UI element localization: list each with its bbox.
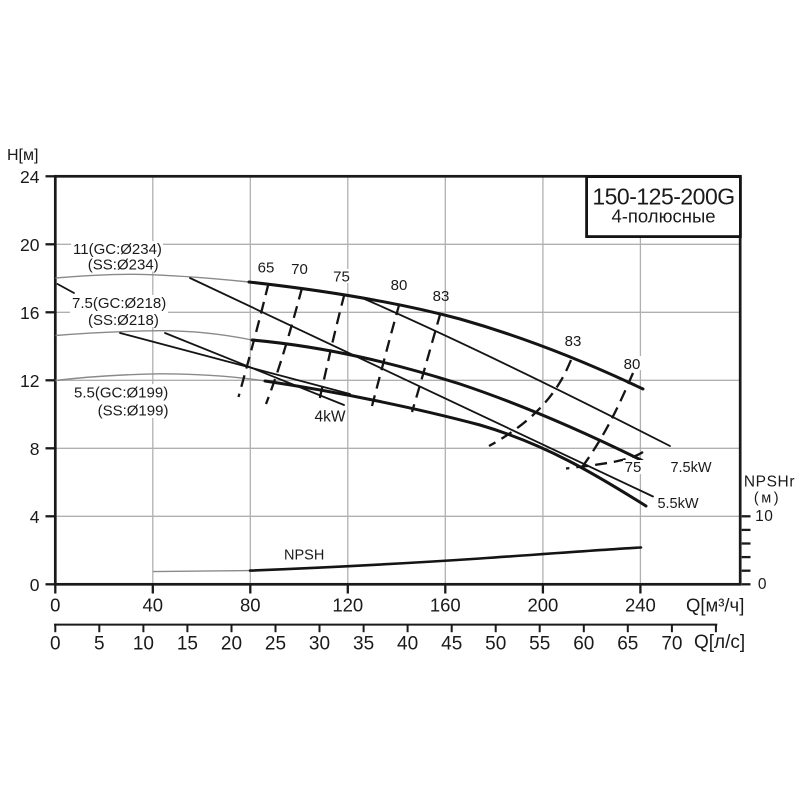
svg-text:40: 40 [397,634,418,655]
svg-text:75: 75 [333,268,350,285]
svg-text:(SS:Ø218): (SS:Ø218) [88,312,159,329]
svg-text:35: 35 [353,634,374,655]
svg-text:16: 16 [20,303,39,323]
svg-text:(SS:Ø199): (SS:Ø199) [98,403,169,420]
svg-text:0: 0 [758,576,767,593]
svg-text:65: 65 [258,259,275,276]
svg-text:(м): (м) [754,491,781,507]
svg-text:80: 80 [624,356,641,373]
svg-text:Q[л/с]: Q[л/с] [694,632,745,653]
svg-text:60: 60 [573,634,594,655]
svg-text:160: 160 [430,594,461,615]
svg-text:240: 240 [625,594,656,615]
svg-text:70: 70 [291,261,308,278]
svg-text:H[м]: H[м] [7,147,38,164]
svg-text:0: 0 [50,634,61,655]
svg-text:45: 45 [441,634,462,655]
svg-text:4kW: 4kW [315,409,346,426]
svg-text:24: 24 [20,167,40,187]
svg-text:25: 25 [265,634,286,655]
svg-text:5: 5 [94,634,105,655]
svg-text:11(GC:Ø234): 11(GC:Ø234) [73,241,162,258]
svg-text:65: 65 [617,634,638,655]
svg-text:30: 30 [309,634,330,655]
svg-text:120: 120 [332,594,363,615]
svg-text:15: 15 [177,634,198,655]
svg-text:12: 12 [20,371,39,391]
svg-text:20: 20 [20,235,40,255]
svg-text:8: 8 [30,439,40,459]
svg-text:(SS:Ø234): (SS:Ø234) [88,257,159,274]
svg-text:75: 75 [625,459,642,476]
svg-text:50: 50 [485,634,506,655]
svg-text:200: 200 [527,594,558,615]
svg-text:70: 70 [661,634,682,655]
svg-text:20: 20 [221,634,242,655]
svg-text:10: 10 [755,508,773,525]
svg-text:80: 80 [391,277,408,294]
svg-text:0: 0 [30,575,40,595]
svg-text:NPSH: NPSH [284,547,324,563]
svg-text:10: 10 [133,634,154,655]
svg-text:83: 83 [433,288,450,305]
svg-text:5.5kW: 5.5kW [657,496,698,512]
svg-text:150-125-200G: 150-125-200G [592,184,734,210]
svg-text:7.5(GC:Ø218): 7.5(GC:Ø218) [72,295,166,312]
svg-text:40: 40 [143,594,164,615]
svg-text:80: 80 [240,594,261,615]
svg-text:4-полюсные: 4-полюсные [611,206,715,227]
svg-text:0: 0 [50,594,60,615]
svg-text:55: 55 [529,634,550,655]
svg-text:83: 83 [565,333,582,350]
svg-text:NPSHr: NPSHr [744,473,795,490]
svg-text:Q[м³/ч]: Q[м³/ч] [686,594,744,615]
svg-text:4: 4 [30,507,40,527]
svg-text:5.5(GC:Ø199): 5.5(GC:Ø199) [74,384,168,401]
svg-text:7.5kW: 7.5kW [670,460,711,476]
